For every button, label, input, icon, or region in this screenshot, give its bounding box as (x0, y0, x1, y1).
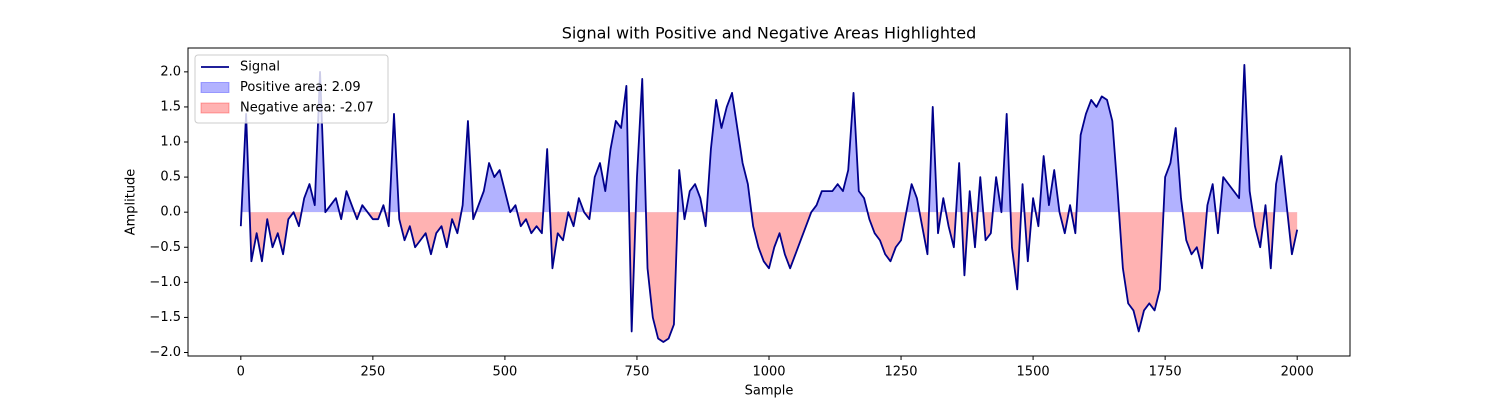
legend-box (194, 54, 389, 124)
legend-label: Signal (240, 60, 280, 75)
legend-patch (200, 102, 230, 114)
x-tick-label: 1000 (752, 365, 785, 380)
y-tick-label: −1.5 (149, 310, 181, 325)
x-tick-label: 1750 (1149, 365, 1182, 380)
chart-title: Signal with Positive and Negative Areas … (562, 24, 977, 43)
x-tick-label: 250 (360, 365, 385, 380)
fill-area (240, 64, 1298, 213)
x-tick-label: 500 (492, 365, 517, 380)
x-tick-label: 0 (237, 365, 245, 380)
legend-patch (200, 82, 230, 93)
y-tick-label: −2.0 (149, 345, 181, 360)
y-tick-label: −1.0 (149, 275, 181, 290)
x-axis-label: Sample (745, 384, 794, 399)
x-tick-label: 750 (625, 365, 650, 380)
x-tick-label: 2000 (1281, 365, 1314, 380)
signal-line (239, 63, 1299, 343)
y-tick-label: 0.0 (160, 205, 181, 220)
y-tick-label: 1.0 (160, 135, 181, 150)
fill-area (240, 212, 1298, 342)
legend-label: Positive area: 2.09 (240, 80, 361, 95)
x-tick-label: 1250 (884, 365, 917, 380)
x-tick-label: 1500 (1017, 365, 1050, 380)
y-axis-label: Amplitude (124, 169, 139, 236)
y-tick-label: 1.5 (160, 99, 181, 114)
y-tick-label: 2.0 (160, 64, 181, 79)
y-tick-label: −0.5 (149, 240, 181, 255)
plot-frame (187, 47, 1351, 357)
legend-label: Negative area: -2.07 (240, 101, 374, 116)
y-tick-label: 0.5 (160, 170, 181, 185)
